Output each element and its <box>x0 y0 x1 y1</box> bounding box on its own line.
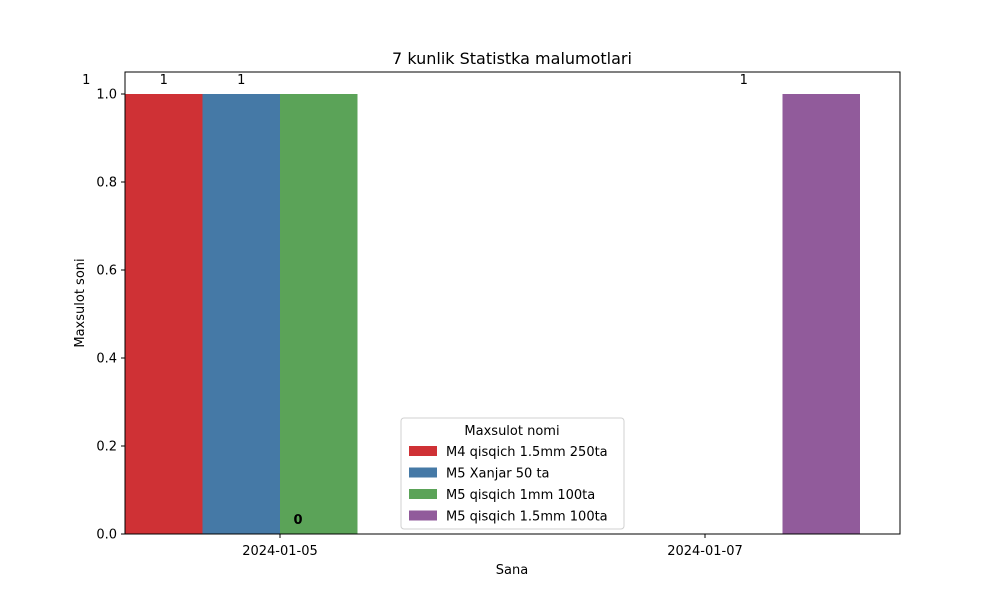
x-tick-label: 2024-01-05 <box>242 544 318 559</box>
y-tick-label: 0.4 <box>96 352 117 367</box>
y-tick-label: 0.6 <box>96 264 117 279</box>
y-tick-label: 0.8 <box>96 176 117 191</box>
legend-entry-label: M5 Xanjar 50 ta <box>446 467 550 482</box>
bar-value-label: 1 <box>237 73 245 88</box>
bar-1-2024-01-05 <box>125 94 203 534</box>
legend: Maxsulot nomi M4 qisqich 1.5mm 250ta M5 X… <box>400 417 625 530</box>
bar-value-label: 1 <box>740 73 748 88</box>
bar-3-2024-01-05 <box>280 94 358 534</box>
y-tick-label: 0.2 <box>96 440 117 455</box>
x-axis: 2024-01-05 2024-01-07 <box>242 534 743 559</box>
legend-swatch <box>409 510 437 521</box>
zero-value-label: 0 <box>293 513 302 528</box>
y-axis-label: Maxsulot soni <box>73 258 88 347</box>
bar-2-2024-01-05 <box>202 94 280 534</box>
legend-swatch <box>409 446 437 456</box>
chart-title: 7 kunlik Statistka malumotlari <box>392 49 632 68</box>
y-tick-label: 1.0 <box>96 88 117 103</box>
x-tick-label: 2024-01-07 <box>667 544 743 559</box>
bar-4-2024-01-07 <box>782 94 860 534</box>
y-tick-label: 0.0 <box>96 528 117 543</box>
legend-box <box>400 417 625 530</box>
legend-swatch <box>409 467 437 478</box>
bar-value-label: 1 <box>82 73 90 88</box>
x-axis-label: Sana <box>496 563 528 578</box>
y-axis: 0.0 0.2 0.4 0.6 0.8 1.0 <box>96 88 125 543</box>
bars-group <box>125 94 860 534</box>
legend-swatch <box>409 489 437 499</box>
legend-items: M4 qisqich 1.5mm 250ta M5 Xanjar 50 ta M5 … <box>409 445 608 525</box>
legend-title: Maxsulot nomi <box>464 424 559 439</box>
legend-entry-label: M4 qisqich 1.5mm 250ta <box>446 445 608 460</box>
legend-entry-label: M5 qisqich 1mm 100ta <box>446 488 595 503</box>
plot-frame <box>124 71 901 535</box>
legend-entry-label: M5 qisqich 1.5mm 100ta <box>446 510 608 525</box>
bar-labels-group: 1 1 1 1 0 <box>82 73 748 528</box>
bar-value-label: 1 <box>160 73 168 88</box>
